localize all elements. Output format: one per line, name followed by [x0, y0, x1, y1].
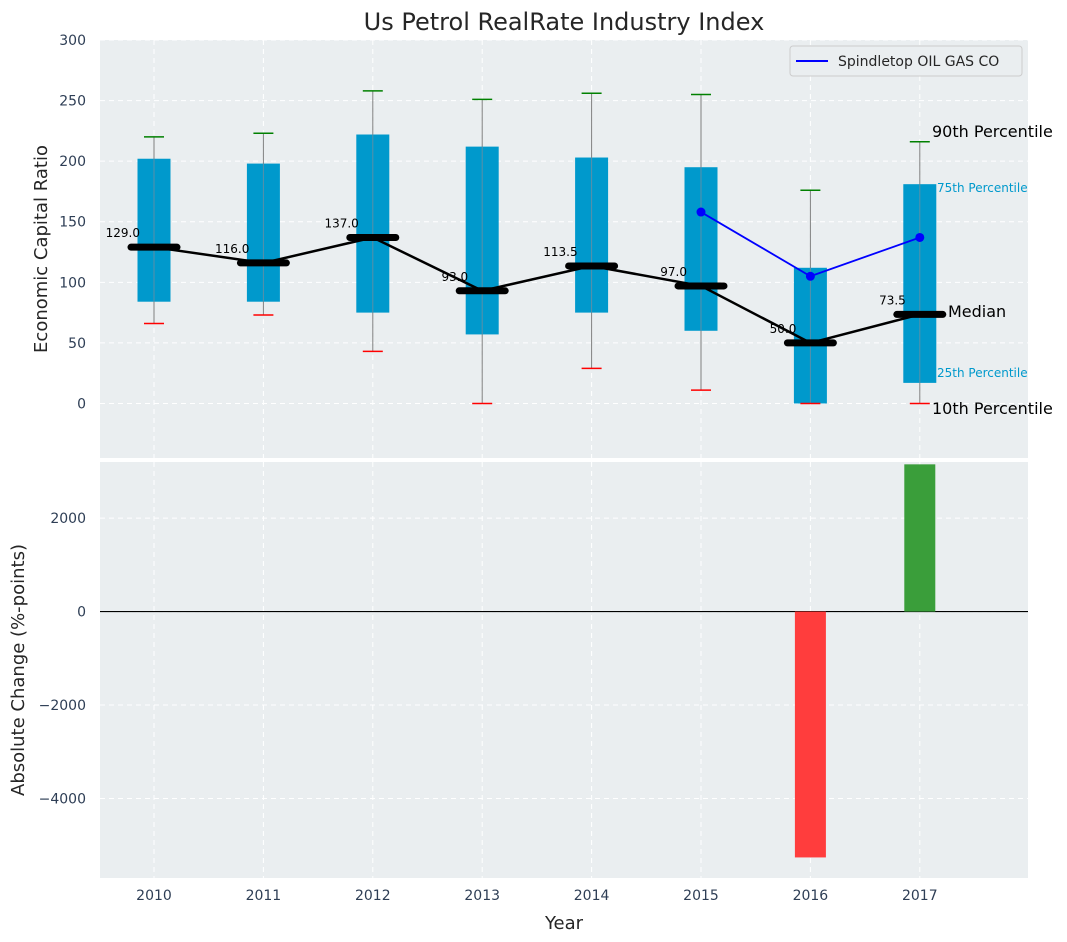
- company-series-point: [915, 232, 925, 242]
- company-series-point: [696, 207, 706, 217]
- median-value-label: 50.0: [770, 322, 797, 336]
- top-y-axis-label: Economic Capital Ratio: [31, 145, 52, 353]
- legend: Spindletop OIL GAS CO: [789, 45, 1023, 77]
- median-value-label: 129.0: [106, 226, 140, 240]
- axes-labels-layer: 0 50 100 150 200 250 300 2010 2011 2012 2013 2014 20…: [39, 33, 938, 904]
- bottom-y-tick-label: −4000: [39, 792, 86, 808]
- x-tick-label: 2010: [136, 888, 172, 904]
- bottom-y-axis-label: Absolute Change (%-points): [8, 544, 29, 796]
- bottom-y-tick-label: −2000: [39, 698, 86, 714]
- chart-title: Us Petrol RealRate Industry Index: [364, 8, 765, 36]
- median-value-label: 137.0: [324, 216, 358, 230]
- legend-label: Spindletop OIL GAS CO: [838, 54, 999, 70]
- x-tick-label: 2012: [355, 888, 391, 904]
- bottom-y-tick-label: 0: [77, 605, 86, 621]
- x-tick-label: 2011: [246, 888, 282, 904]
- median-value-label: 113.5: [543, 245, 577, 259]
- bottom-plot-area: [100, 462, 1028, 878]
- bar-plot-layer: [100, 464, 1028, 858]
- annotation-p10: 10th Percentile: [932, 399, 1053, 418]
- top-y-tick-label: 50: [68, 336, 86, 352]
- median-value-label: 93.0: [441, 270, 468, 284]
- x-tick-label: 2016: [793, 888, 829, 904]
- positive-change-bar: [904, 464, 936, 612]
- median-value-label: 73.5: [879, 293, 906, 307]
- x-tick-label: 2013: [464, 888, 500, 904]
- median-value-label: 97.0: [660, 265, 687, 279]
- x-tick-label: 2017: [902, 888, 938, 904]
- negative-change-bar: [794, 611, 826, 858]
- x-tick-label: 2015: [683, 888, 719, 904]
- top-y-tick-label: 200: [59, 154, 86, 170]
- annotation-p25: 25th Percentile: [937, 366, 1028, 380]
- company-series-point: [805, 271, 815, 281]
- box-plot-layer: 129.0 116.0 137.0 93.0 113.5 97.0 50.0 73.5: [106, 90, 947, 405]
- top-y-tick-label: 0: [77, 396, 86, 412]
- legend-box: [789, 45, 1023, 77]
- annotation-p90: 90th Percentile: [932, 122, 1053, 141]
- bottom-y-tick-label: 2000: [50, 511, 86, 527]
- median-value-label: 116.0: [215, 242, 249, 256]
- annotation-p75: 75th Percentile: [937, 181, 1028, 195]
- x-axis-label: Year: [544, 913, 584, 934]
- top-y-tick-label: 100: [59, 275, 86, 291]
- top-y-tick-label: 300: [59, 33, 86, 49]
- x-tick-label: 2014: [574, 888, 610, 904]
- percentile-annotations: 90th Percentile 75th Percentile Median 2…: [932, 122, 1053, 418]
- top-y-tick-label: 150: [59, 215, 86, 231]
- annotation-median: Median: [948, 302, 1006, 321]
- median-trend-line: [153, 236, 921, 345]
- top-y-tick-label: 250: [59, 94, 86, 110]
